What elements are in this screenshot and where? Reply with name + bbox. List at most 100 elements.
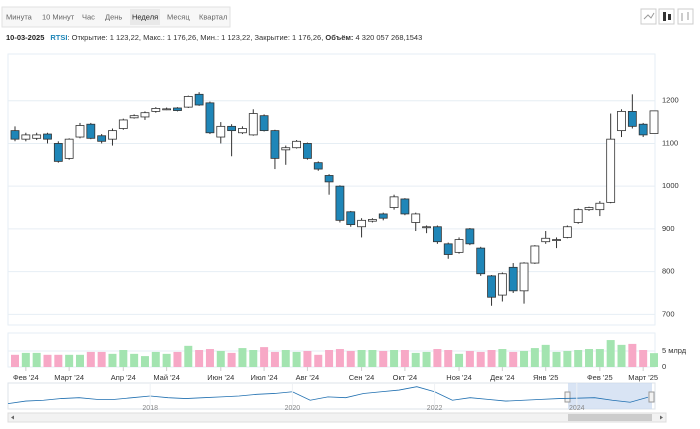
candle-body [443, 243, 453, 255]
candle-body [487, 275, 496, 298]
navigator-selection[interactable] [568, 383, 652, 409]
candle-body [638, 123, 648, 136]
candle-body [411, 213, 421, 223]
volume-bar [335, 349, 344, 367]
volume-bar [11, 354, 19, 367]
tab-active-bg [130, 9, 160, 25]
navigator-handle-left[interactable] [564, 391, 571, 403]
volume-bar [32, 352, 41, 367]
y-tick-label: 800 [662, 267, 675, 276]
volume-bar [108, 353, 117, 367]
candle-body [10, 130, 20, 140]
header-line: 10-03-2025 RTSI: Открытие: 1 123,22, Макс… [6, 33, 422, 42]
icon-candle[interactable] [658, 8, 675, 25]
icon-bars[interactable] [677, 8, 694, 25]
volume-bar [130, 353, 139, 367]
candle-body [43, 133, 52, 140]
candle-body [32, 134, 42, 139]
tab[interactable]: Месяц [167, 12, 190, 21]
header-volume-label: Объём: [325, 33, 353, 42]
volume-bar [639, 350, 648, 367]
candle-body [238, 128, 247, 134]
candle-body [573, 209, 583, 223]
y-tick-label: 700 [662, 309, 675, 318]
candle-body [368, 219, 377, 222]
candle-body [432, 226, 442, 243]
header-date: 10-03-2025 [6, 33, 44, 42]
navigator-line [7, 386, 648, 405]
volume-bar [595, 349, 604, 367]
volume-bar [628, 343, 637, 367]
candle-body [617, 111, 626, 132]
volume-bar [119, 350, 128, 367]
candle-body [378, 213, 388, 219]
volume-bar [54, 354, 63, 367]
icon-line[interactable] [640, 8, 657, 25]
volume-bar [303, 350, 312, 367]
volume-bar [520, 350, 529, 367]
toolbar-icons [640, 8, 694, 25]
x-tick-label: Дек '24 [490, 373, 514, 382]
tab[interactable]: 10 Минут [42, 12, 75, 21]
candle-body [519, 262, 529, 292]
tab[interactable]: Неделя [132, 12, 158, 21]
candle-body [627, 111, 637, 127]
candle-body [606, 138, 616, 203]
volume-bar [21, 352, 30, 367]
navigator-series: 2018 2020 2022 2024 [7, 383, 648, 412]
volume-bar [465, 350, 474, 367]
candle-body [541, 237, 551, 243]
header-volume: 4 320 057 268,1543 [353, 33, 422, 42]
volume-bar [227, 352, 236, 367]
volume-bar [530, 348, 539, 367]
candle-body [64, 138, 74, 159]
candle-body [324, 175, 334, 183]
candle-body [173, 107, 182, 111]
volume-bar [260, 347, 269, 367]
candle-body [552, 239, 561, 241]
volume-bar [487, 350, 496, 367]
volume-tick-label: 0 [662, 362, 666, 371]
volume-bar [97, 351, 106, 367]
volume-bar [270, 351, 279, 367]
navigator-tick-label: 2024 [569, 405, 585, 412]
x-tick-label: Фев '25 [587, 373, 613, 382]
candle-body [595, 202, 605, 211]
candle-body [227, 125, 237, 132]
scroll-right[interactable] [660, 415, 663, 420]
candle-body [389, 196, 399, 208]
tab-bar [1, 6, 231, 28]
candle-body [508, 266, 518, 292]
volume-bar [173, 351, 182, 367]
volume-bar [195, 350, 204, 367]
header-symbol: RTSI [50, 33, 67, 42]
navigator [7, 382, 656, 410]
x-tick-label: Авг '24 [296, 373, 320, 382]
candle-body [335, 185, 345, 221]
candle-body [205, 102, 215, 134]
header-ohlc: : Открытие: 1 123,22, Макс.: 1 176,26, М… [67, 33, 325, 42]
candle-body [346, 211, 356, 226]
volume-bar [281, 350, 290, 367]
x-tick-label: Май '24 [153, 373, 180, 382]
volume-bar [65, 354, 74, 367]
candle-body [248, 113, 258, 136]
x-tick-label: Ноя '24 [446, 373, 472, 382]
candle-body [313, 162, 323, 170]
volume-bar [606, 340, 615, 367]
scroll-left[interactable] [11, 415, 14, 420]
volume-bar [357, 350, 366, 367]
candle-body [465, 228, 475, 245]
tab[interactable]: Квартал [199, 12, 227, 21]
volume-bar [140, 356, 149, 367]
navigator-handle-right[interactable] [648, 391, 655, 403]
x-tick-label: Июн '24 [207, 373, 234, 382]
candle-body [270, 130, 280, 159]
tab[interactable]: День [105, 12, 122, 21]
candle-body [53, 143, 63, 162]
volume-bar [509, 351, 518, 367]
tab[interactable]: Минута [6, 12, 33, 21]
scrollbar-thumb[interactable] [568, 414, 652, 421]
tab[interactable]: Час [82, 12, 95, 21]
